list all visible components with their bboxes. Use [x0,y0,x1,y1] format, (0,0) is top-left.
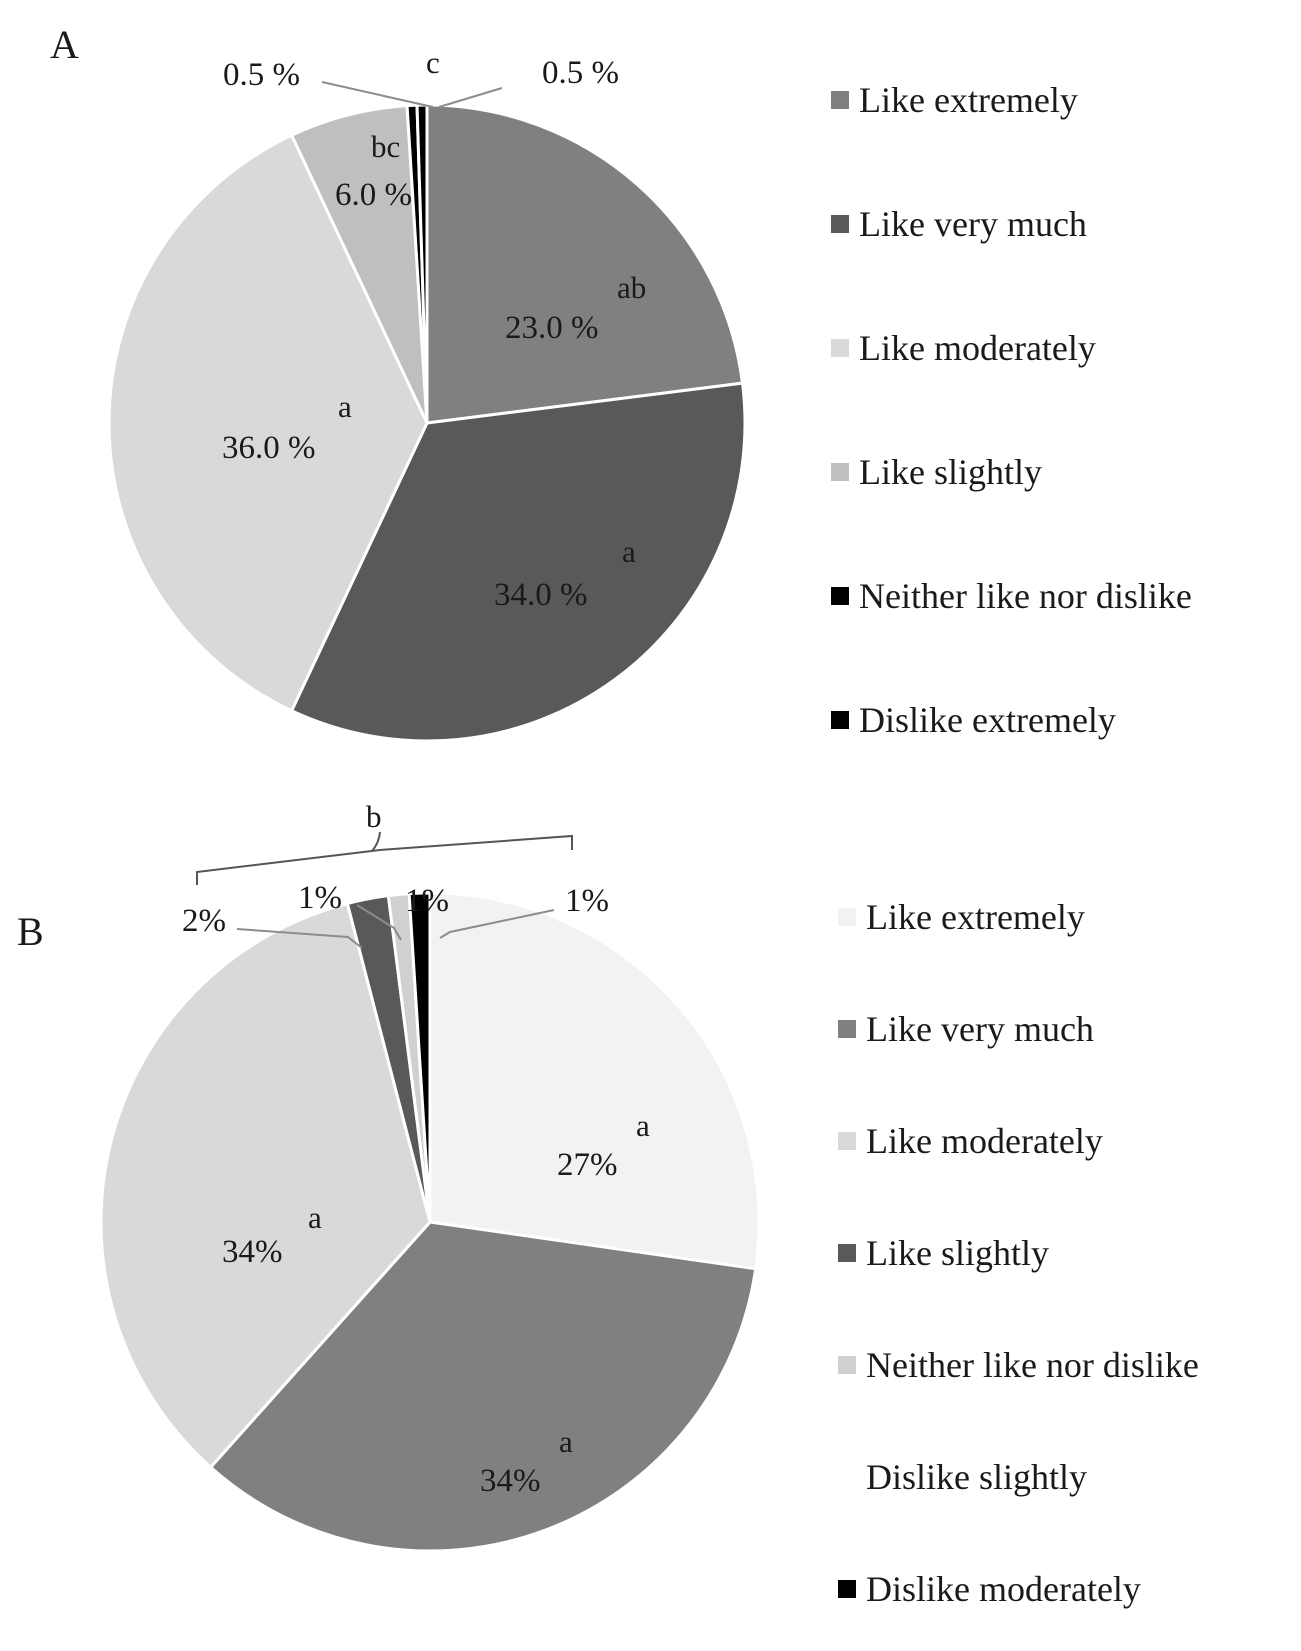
panel-b-label-dislike-slightly: 1% [405,883,449,919]
panel-b-legend-item-like-moderately: Like moderately [838,1121,1103,1161]
panel-b-label-dislike-moderately: 1% [565,883,609,919]
panel-a-legend-swatch-like-moderately [831,339,849,357]
panel-b-bracket-tick [371,831,381,852]
panel-b-label-neither: 1% [298,880,342,916]
panel-a-chart: A 23.0 % ab 34.0 % a 36.0 % a 6.0 % bc 0… [50,22,1192,743]
panel-a-letter-like-slightly: bc [371,129,400,164]
panel-b-legend-swatch-like-moderately [838,1132,856,1150]
panel-a-slice-like-slightly [290,104,429,425]
panel-b-slice-like-moderately [99,902,432,1469]
panel-a-legend-item-neither-like-nor-dislike: Neither like nor dislike [831,576,1192,616]
panel-b-letter-like-moderately: a [308,1200,322,1235]
panel-b-legend-swatch-dislike-slightly [838,1468,856,1486]
panel-b-chart: B 27% a 34% a 34% a 2% 1% 1% 1% b Like e… [17,799,1199,1609]
panel-a-label-like-very-much: 34.0 % [494,577,588,613]
panel-a-letter: A [50,22,79,67]
panel-b-legend-item-like-slightly: Like slightly [838,1233,1049,1273]
panel-a-legend-item-dislike-extremely: Dislike extremely [831,700,1116,740]
panel-b-pie [99,891,761,1553]
panel-b-legend-item-neither-like-nor-dislike: Neither like nor dislike [838,1345,1199,1385]
panel-b-leader-line-dislike-moderately [439,909,555,939]
panel-b-legend-swatch-like-extremely [838,908,856,926]
panel-b-label-like-slightly: 2% [182,903,226,939]
panel-a-legend-swatch-neither-like-nor-dislike [831,587,849,605]
panel-b-leader-line-neither [356,904,402,941]
panel-b-legend-label-like-extremely: Like extremely [866,897,1085,937]
panel-b-label-like-extremely: 27% [557,1147,618,1183]
panel-b-legend-label-like-moderately: Like moderately [866,1121,1103,1161]
panel-a-letter-like-moderately: a [338,389,352,424]
panel-b-group-letter: b [366,799,382,834]
panel-a-letter-like-very-much: a [622,534,636,569]
panel-a-label-neither: 0.5 % [223,57,300,93]
panel-a-leader-line-dislike [438,87,503,108]
panel-a-legend-item-like-slightly: Like slightly [831,452,1042,492]
panel-a-legend: Like extremely Like very much Like moderat… [831,80,1192,740]
panel-b-slice-like-very-much [209,1220,758,1553]
panel-a-slice-like-moderately [107,133,429,713]
panel-a-slice-like-extremely [425,103,744,425]
panel-a-legend-swatch-dislike-extremely [831,711,849,729]
panel-a-legend-label-like-very-much: Like very much [859,204,1087,244]
panel-b-legend-label-dislike-slightly: Dislike slightly [866,1457,1087,1497]
panel-b-letter: B [17,909,44,954]
panel-b-leader-line-like-slightly [236,928,363,949]
panel-b-legend-item-like-extremely: Like extremely [838,897,1085,937]
panel-a-legend-label-dislike-extremely: Dislike extremely [859,700,1116,740]
panel-a-legend-item-like-very-much: Like very much [831,204,1087,244]
panel-b-legend-label-like-slightly: Like slightly [866,1233,1049,1273]
panel-b-legend-item-dislike-moderately: Dislike moderately [838,1569,1141,1609]
panel-a-legend-label-like-extremely: Like extremely [859,80,1078,120]
panel-a-legend-swatch-like-very-much [831,215,849,233]
panel-a-legend-swatch-like-extremely [831,91,849,109]
panel-b-legend-swatch-dislike-moderately [838,1580,856,1598]
panel-b-slice-dislike-moderately [407,891,432,1224]
panel-a-label-dislike-extremely: 0.5 % [542,55,619,91]
panel-b-legend-label-neither-like-nor-dislike: Neither like nor dislike [866,1345,1199,1385]
panel-a-group-letter: c [426,45,440,80]
panel-b-legend-label-like-very-much: Like very much [866,1009,1094,1049]
panel-a-legend-label-neither-like-nor-dislike: Neither like nor dislike [859,576,1192,616]
panel-b-legend-item-dislike-slightly: Dislike slightly [838,1457,1087,1497]
panel-b-letter-like-extremely: a [636,1108,650,1143]
panel-b-legend: Like extremely Like very much Like moderat… [838,897,1199,1609]
panel-a-leader-line-neither [321,81,434,108]
panel-b-significance-bracket [196,834,573,885]
panel-b-legend-swatch-like-very-much [838,1020,856,1038]
panel-a-label-like-extremely: 23.0 % [505,310,599,346]
panel-b-label-like-very-much: 34% [480,1463,541,1499]
panel-a-legend-item-like-extremely: Like extremely [831,80,1078,120]
panel-a-legend-swatch-like-slightly [831,463,849,481]
panel-b-legend-item-like-very-much: Like very much [838,1009,1094,1049]
panel-a-pie [107,103,747,743]
panel-a-legend-label-like-slightly: Like slightly [859,452,1042,492]
panel-b-slice-like-extremely [428,891,761,1271]
panel-a-legend-label-like-moderately: Like moderately [859,328,1096,368]
panel-a-label-like-moderately: 36.0 % [222,430,316,466]
panel-a-legend-item-like-moderately: Like moderately [831,328,1096,368]
panel-a-letter-like-extremely: ab [617,270,646,305]
panel-b-label-like-moderately: 34% [222,1234,283,1270]
panel-b-legend-swatch-neither-like-nor-dislike [838,1356,856,1374]
panel-b-letter-like-very-much: a [559,1424,573,1459]
panel-b-legend-swatch-like-slightly [838,1244,856,1262]
panel-a-label-like-slightly: 6.0 % [335,177,412,213]
panel-b-legend-label-dislike-moderately: Dislike moderately [866,1569,1141,1609]
